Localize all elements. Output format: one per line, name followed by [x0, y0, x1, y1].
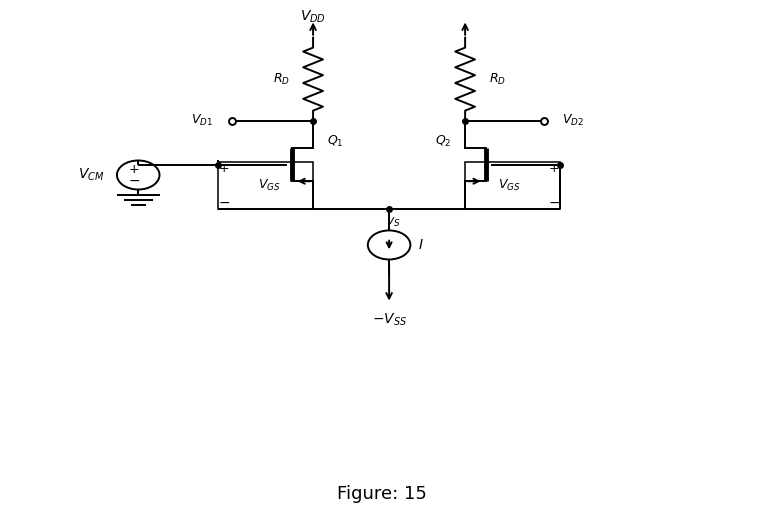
Text: $V_{D1}$: $V_{D1}$	[191, 113, 213, 128]
Text: +: +	[219, 162, 230, 175]
Text: $V_{DD}$: $V_{DD}$	[300, 8, 326, 24]
Text: $Q_1$: $Q_1$	[327, 134, 343, 149]
Bar	[218, 162, 313, 209]
Text: $I$: $I$	[418, 238, 423, 252]
Text: $R_D$: $R_D$	[488, 71, 506, 86]
Text: −: −	[218, 195, 230, 209]
Text: +: +	[129, 163, 140, 176]
Text: −: −	[129, 173, 140, 188]
Text: $-V_{SS}$: $-V_{SS}$	[372, 311, 407, 328]
Bar	[465, 162, 560, 209]
Text: +: +	[549, 162, 559, 175]
Text: $V_{D2}$: $V_{D2}$	[562, 113, 584, 128]
Text: $V_{GS}$: $V_{GS}$	[497, 178, 520, 193]
Text: $V_{CM}$: $V_{CM}$	[78, 167, 104, 183]
Text: Figure: 15: Figure: 15	[336, 485, 427, 503]
Text: $R_D$: $R_D$	[272, 71, 290, 86]
Text: $v_S$: $v_S$	[385, 215, 401, 229]
Text: −: −	[549, 195, 560, 209]
Text: $Q_2$: $Q_2$	[435, 134, 452, 149]
Text: $V_{GS}$: $V_{GS}$	[258, 178, 281, 193]
